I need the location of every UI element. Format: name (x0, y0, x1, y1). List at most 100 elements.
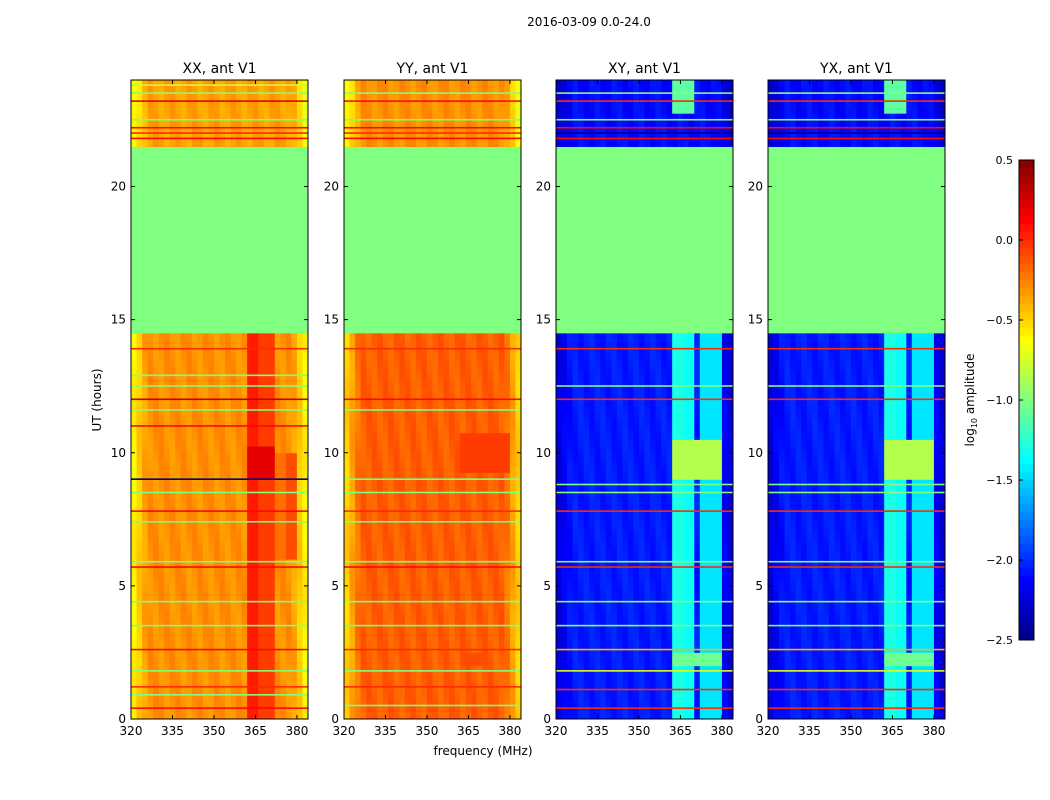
heatmap-cell (296, 199, 303, 207)
heatmap-cell (202, 273, 209, 281)
heatmap-cell (426, 379, 433, 387)
heatmap-cell (131, 293, 137, 301)
heatmap-cell (449, 332, 456, 340)
heatmap-cell (388, 446, 395, 454)
heatmap-cell (258, 399, 265, 407)
heatmap-cell (438, 359, 444, 367)
heatmap-cell (426, 339, 433, 347)
heatmap-cell (202, 592, 209, 600)
heatmap-cell (291, 545, 298, 553)
heatmap-cell (230, 80, 237, 88)
heatmap-cell (247, 126, 254, 134)
heatmap-cell (164, 226, 171, 234)
heatmap-cell (438, 492, 444, 500)
heatmap-cell (443, 525, 450, 534)
heatmap-cell (280, 439, 287, 447)
heatmap-cell (197, 346, 204, 354)
heatmap-cell (147, 506, 154, 514)
flag-line (131, 491, 308, 494)
heatmap-cell (147, 372, 154, 380)
heatmap-cell (426, 452, 433, 460)
heatmap-cell (296, 672, 303, 680)
heatmap-cell (291, 712, 298, 720)
heatmap-cell (344, 366, 350, 374)
heatmap-cell (449, 512, 456, 520)
heatmap-cell (158, 466, 165, 474)
heatmap-cell (230, 346, 237, 354)
heatmap-cell (208, 153, 215, 161)
heatmap-cell (426, 492, 433, 500)
heatmap-cell (230, 539, 237, 547)
heatmap-cell (169, 672, 176, 680)
heatmap-cell (131, 625, 137, 633)
heatmap-cell (371, 366, 378, 374)
heatmap-cell (252, 386, 259, 394)
heatmap-cell (296, 512, 303, 520)
heatmap-cell (487, 426, 494, 434)
heatmap-cell (258, 179, 265, 187)
heatmap-cell (366, 532, 373, 540)
heatmap-cell (180, 346, 187, 354)
heatmap-cell (236, 559, 243, 567)
heatmap-cell (258, 572, 265, 580)
heatmap-cell (236, 386, 243, 394)
heatmap-cell (421, 692, 428, 700)
heatmap-cell (498, 379, 505, 387)
heatmap-cell (230, 585, 237, 593)
heatmap-cell (175, 459, 182, 467)
heatmap-cell (302, 399, 309, 407)
heatmap-cell (131, 113, 137, 121)
heatmap-cell (302, 512, 309, 520)
heatmap-cell (415, 712, 422, 720)
heatmap-cell (460, 472, 467, 480)
heatmap-cell (426, 486, 433, 494)
heatmap-cell (147, 619, 154, 627)
heatmap-cell (180, 226, 187, 234)
heatmap-cell (498, 332, 505, 340)
heatmap-cell (219, 592, 226, 600)
heatmap-cell (366, 619, 373, 627)
heatmap-cell (443, 392, 450, 400)
heatmap-cell (247, 499, 254, 507)
heatmap-cell (454, 412, 461, 420)
heatmap-cell (515, 599, 522, 607)
heatmap-cell (164, 439, 171, 447)
heatmap-cell (460, 439, 467, 447)
heatmap-cell (147, 293, 154, 301)
heatmap-cell (432, 512, 439, 520)
heatmap-cell (175, 506, 182, 514)
heatmap-cell (291, 659, 298, 667)
heatmap-cell (274, 479, 281, 487)
heatmap-cell (426, 552, 433, 560)
heatmap-cell (366, 412, 373, 420)
heatmap-cell (142, 219, 148, 227)
heatmap-cell (454, 565, 461, 573)
heatmap-cell (191, 359, 198, 367)
heatmap-cell (175, 512, 182, 520)
heatmap-cell (158, 665, 165, 673)
heatmap-cell (344, 672, 350, 680)
heatmap-cell (175, 552, 182, 560)
heatmap-cell (460, 572, 467, 580)
heatmap-cell (164, 459, 171, 467)
heatmap-cell (515, 659, 522, 667)
heatmap-cell (349, 486, 356, 494)
heatmap-cell (247, 439, 254, 447)
heatmap-cell (136, 599, 143, 607)
heatmap-cell (236, 599, 243, 607)
heatmap-cell (202, 486, 209, 494)
heatmap-cell (360, 565, 367, 573)
heatmap-cell (302, 119, 309, 127)
heatmap-cell (241, 139, 248, 147)
heatmap-cell (142, 599, 148, 607)
heatmap-cell (142, 80, 148, 88)
heatmap-cell (432, 679, 439, 687)
heatmap-cell (202, 499, 209, 507)
heatmap-cell (504, 359, 511, 367)
heatmap-cell (186, 93, 193, 101)
heatmap-cell (344, 659, 350, 667)
heatmap-cell (175, 579, 182, 587)
heatmap-cell (247, 605, 254, 613)
heatmap-cell (263, 652, 270, 660)
heatmap-cell (432, 539, 439, 547)
